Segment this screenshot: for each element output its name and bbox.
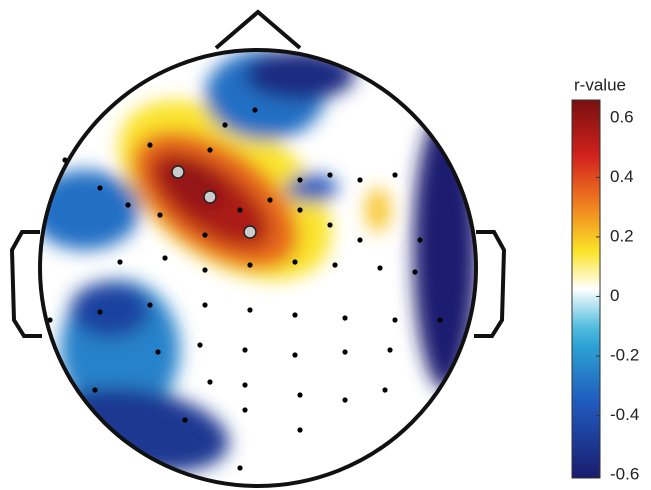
colorbar-tick-label: 0: [610, 286, 619, 305]
electrode: [125, 202, 131, 208]
electrode: [162, 255, 168, 261]
electrode: [222, 122, 228, 128]
electrode: [332, 262, 338, 268]
electrode: [297, 392, 303, 398]
highlighted-electrode: [243, 225, 257, 239]
electrode: [202, 267, 208, 273]
electrode: [327, 172, 333, 178]
electrode: [342, 315, 348, 321]
electrode: [237, 465, 243, 471]
electrode: [242, 407, 248, 413]
colorbar-label: r-value: [574, 75, 626, 94]
electrode: [297, 427, 303, 433]
electrode: [297, 207, 303, 213]
electrode: [155, 349, 161, 355]
electrode: [412, 269, 418, 275]
scalp-field: [40, 50, 476, 486]
electrode: [147, 142, 153, 148]
electrode: [392, 172, 398, 178]
electrode: [292, 259, 298, 265]
electrode: [417, 237, 423, 243]
electrode: [392, 317, 398, 323]
electrode: [327, 222, 333, 228]
electrode: [342, 349, 348, 355]
region: [70, 282, 150, 338]
electrode: [437, 317, 443, 323]
colorbar-tick-label: 0.2: [610, 226, 634, 245]
electrode: [182, 417, 188, 423]
region: [413, 110, 476, 390]
electrode: [382, 387, 388, 393]
electrode: [47, 317, 53, 323]
colorbar-tick-label: -0.2: [610, 345, 639, 364]
highlighted-electrode: [171, 165, 185, 179]
colorbar-tick-label: 0.6: [610, 107, 634, 126]
electrode: [147, 302, 153, 308]
right-ear: [474, 230, 507, 338]
electrode: [197, 342, 203, 348]
region: [40, 170, 140, 250]
electrode: [252, 107, 258, 113]
electrode: [97, 185, 103, 191]
electrode: [267, 197, 273, 203]
region: [366, 188, 390, 232]
electrode: [247, 262, 253, 268]
head-outline: [38, 48, 478, 488]
electrode: [202, 302, 208, 308]
electrode: [297, 177, 303, 183]
left-ear: [9, 230, 42, 338]
electrode: [342, 397, 348, 403]
electrode: [202, 232, 208, 238]
electrode: [92, 387, 98, 393]
colorbar-tick-label: -0.6: [610, 465, 639, 484]
electrode: [387, 347, 393, 353]
electrodes: [47, 107, 443, 471]
electrode: [242, 347, 248, 353]
region: [286, 174, 338, 202]
electrode: [97, 309, 103, 315]
electrode: [247, 307, 253, 313]
electrode: [377, 265, 383, 271]
highlighted-electrode: [203, 190, 217, 204]
electrode: [117, 259, 123, 265]
electrode: [157, 212, 163, 218]
electrode: [292, 312, 298, 318]
colorbar-tick-label: -0.4: [610, 405, 639, 424]
electrode: [207, 147, 213, 153]
region: [245, 50, 355, 100]
electrode: [237, 207, 243, 213]
colorbar: [571, 99, 601, 479]
electrode: [357, 237, 363, 243]
electrode: [242, 382, 248, 388]
nose: [214, 9, 302, 50]
electrode: [357, 177, 363, 183]
colorbar-tick-label: 0.4: [610, 167, 634, 186]
electrode: [207, 379, 213, 385]
electrode: [292, 352, 298, 358]
